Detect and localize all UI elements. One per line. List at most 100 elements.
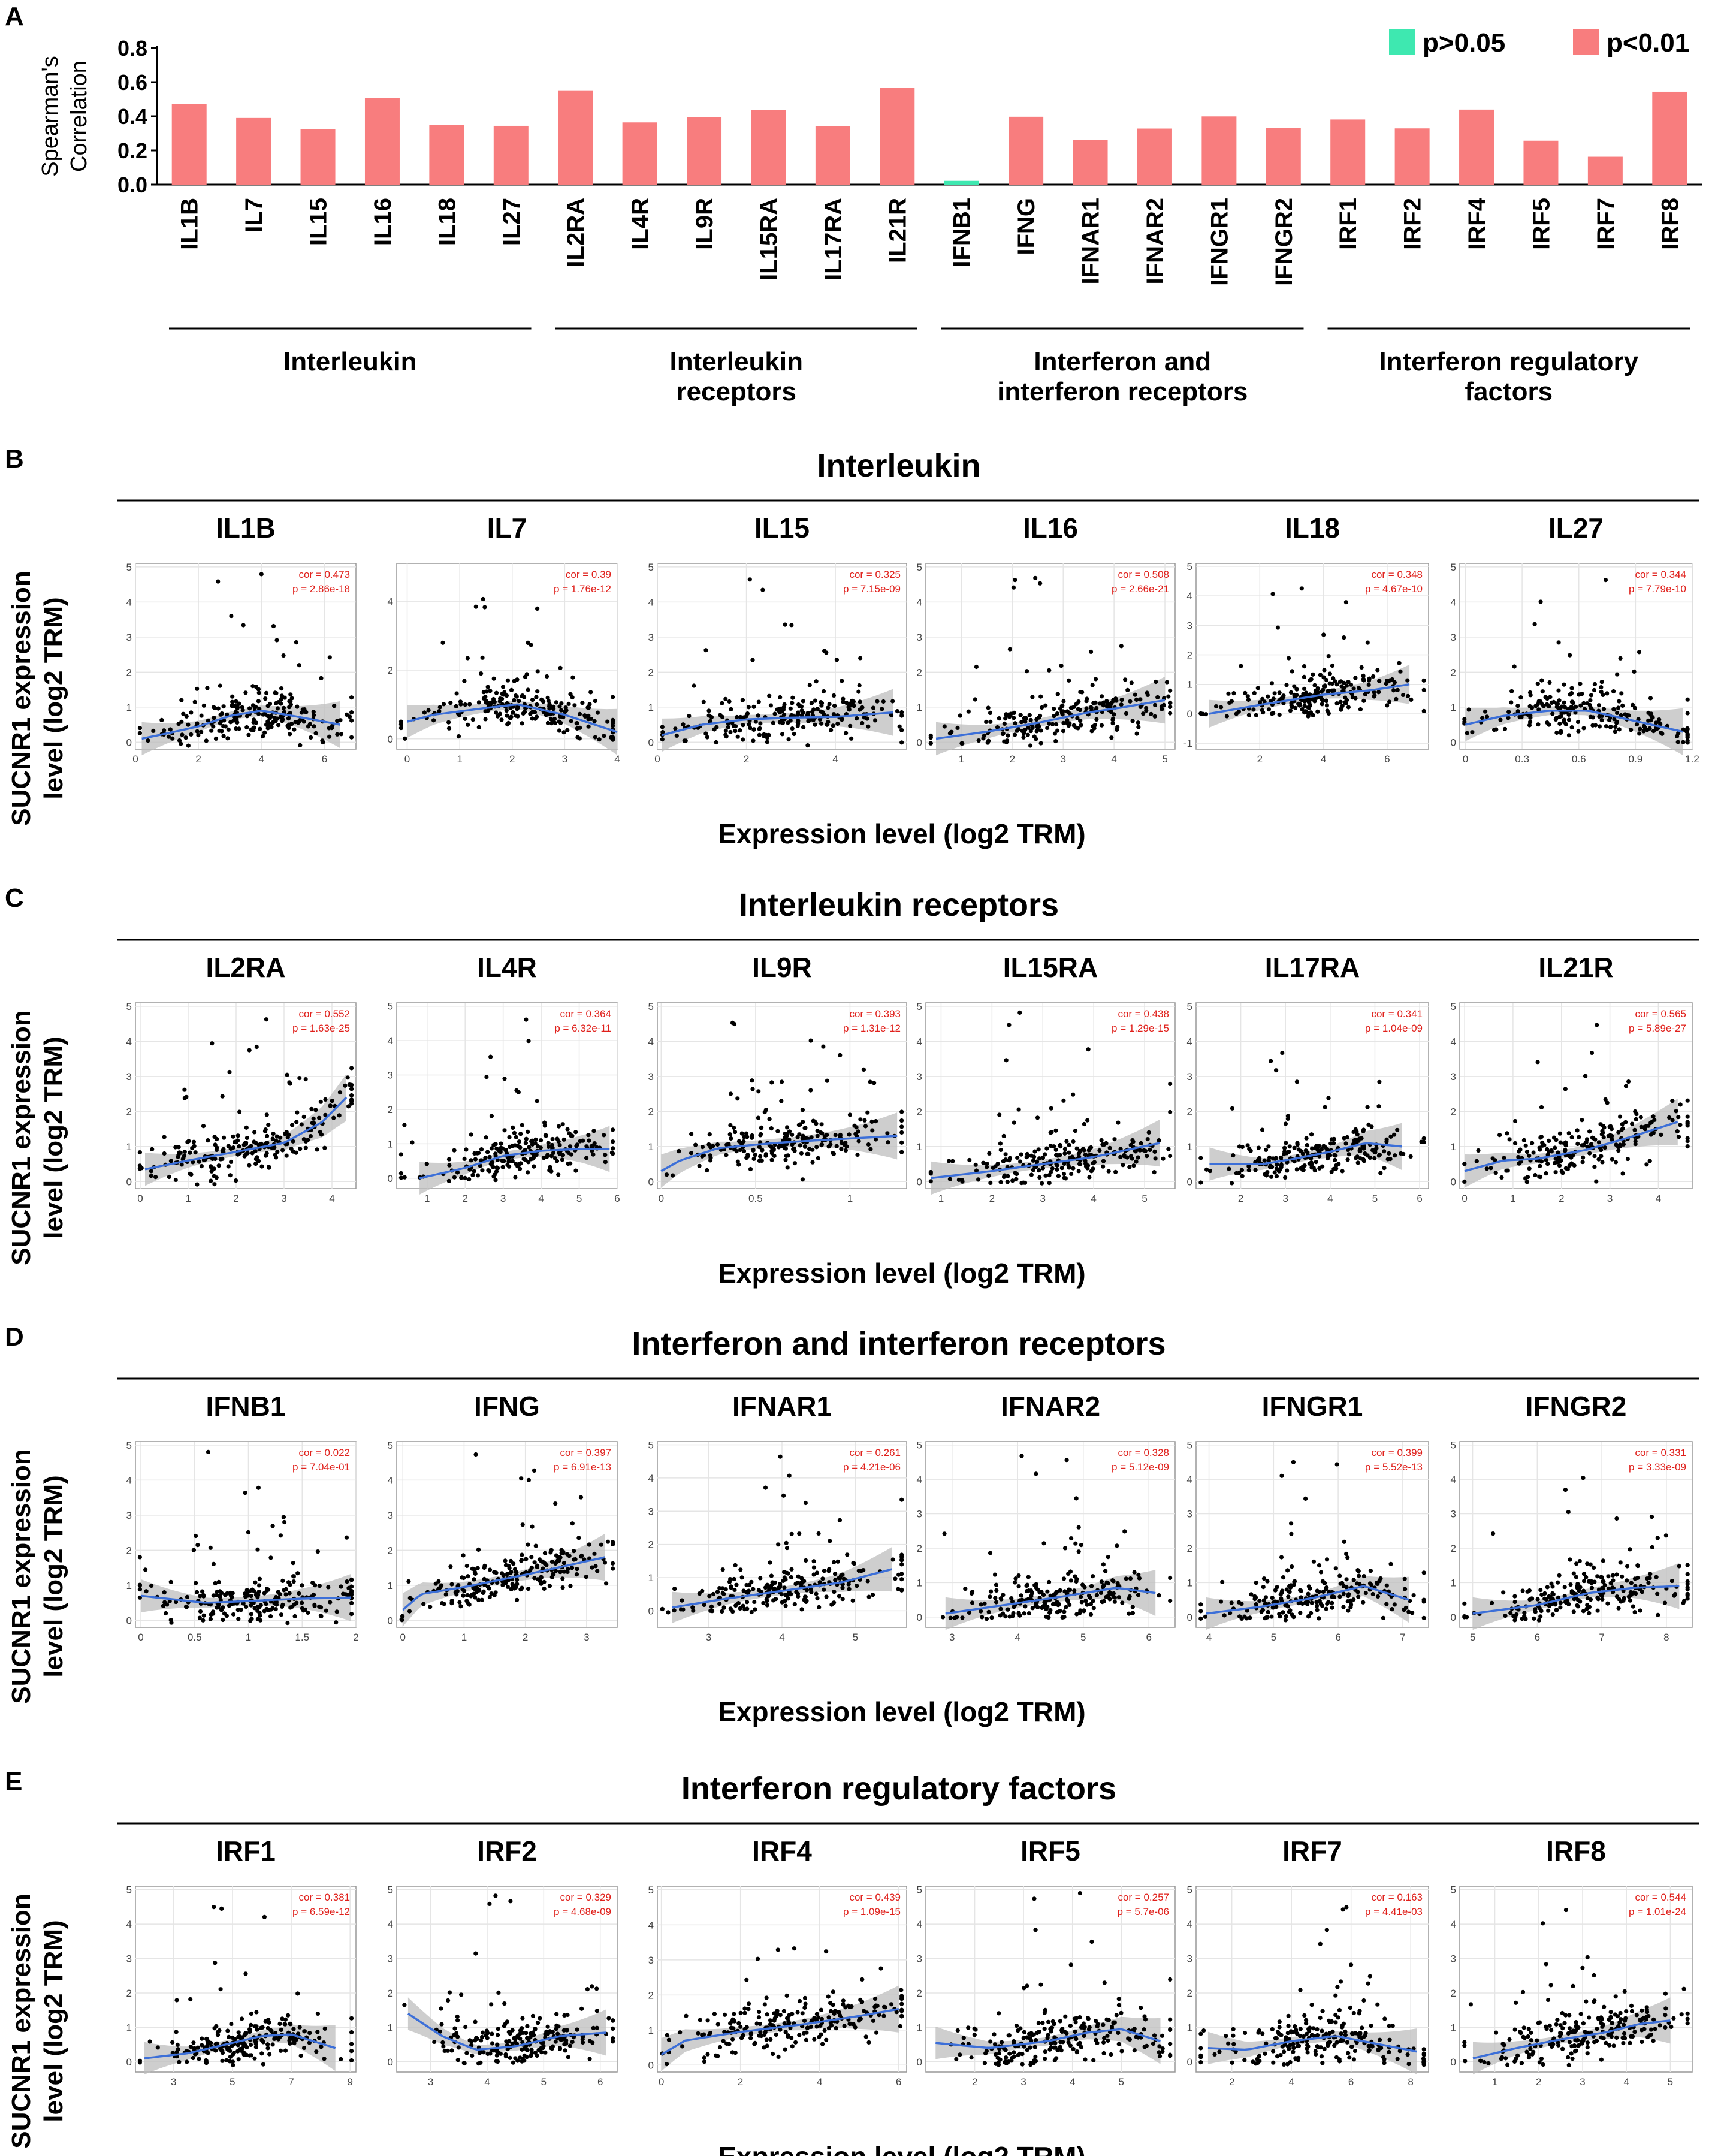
data-point [189,1172,194,1177]
data-point [1003,1152,1008,1157]
data-point [1532,1616,1536,1621]
x-tick-label: 3 [171,2076,176,2088]
data-point [297,1591,301,1596]
data-point [837,1518,842,1522]
data-point [1016,1573,1021,1578]
data-point [1128,1576,1133,1581]
data-point [1620,1171,1625,1176]
data-point [899,1572,904,1576]
data-point [1053,1147,1058,1152]
data-point [1569,686,1574,690]
y-tick-label: 2 [917,1543,922,1554]
data-point [515,1597,520,1602]
data-point [735,714,739,720]
bar-il16 [364,98,400,185]
data-point [253,2045,258,2049]
data-point [254,1044,259,1050]
data-point [1324,703,1329,708]
data-point [475,1566,480,1570]
data-point [1607,717,1612,723]
y-tick-label: 0 [917,1612,922,1623]
data-point [1578,703,1583,708]
data-point [815,1129,820,1133]
data-point [1580,1143,1584,1148]
data-point [267,724,271,729]
data-point [266,1123,271,1127]
data-point [235,1133,240,1138]
x-tick-label: 5 [230,2076,235,2088]
data-point [1401,692,1406,698]
data-point [746,705,751,710]
confidence-band [1465,1098,1678,1188]
data-point [1371,674,1376,679]
data-point [1025,1582,1029,1587]
data-point [188,1150,192,1155]
data-point [1315,686,1320,691]
data-point [538,1138,544,1143]
data-point [751,1587,756,1591]
y-tick-label: 5 [126,1001,132,1012]
data-point [548,717,554,722]
data-point [212,2026,217,2031]
data-point [1013,732,1017,737]
data-point [455,1588,460,1593]
data-point [1318,673,1323,677]
data-point [1625,1157,1630,1162]
data-point [1620,1122,1625,1127]
data-point [1613,729,1617,734]
data-point [1266,707,1271,712]
data-point [1323,1581,1327,1585]
data-point [838,1576,843,1581]
data-point [1094,717,1099,722]
x-tick-label: 5 [1271,1632,1276,1643]
confidence-band [145,1074,346,1186]
data-point [790,701,795,705]
data-point [1011,1611,1016,1616]
category-label: IL4R [627,198,654,250]
data-point [162,1135,167,1139]
data-point [1278,1614,1282,1619]
data-point [532,1560,537,1565]
data-point [1099,723,1104,728]
data-point [706,1142,711,1147]
data-point [265,1133,270,1138]
data-point [1283,1603,1288,1608]
data-point [1298,1611,1303,1615]
data-point [1154,679,1158,685]
data-point [1101,1599,1106,1603]
data-point [286,2013,291,2018]
data-point [1013,721,1017,726]
data-point [210,1041,215,1046]
data-point [1076,1525,1081,1530]
data-point [1303,709,1308,714]
data-point [1637,731,1642,736]
data-point [1365,640,1370,645]
data-point [727,699,732,704]
data-point [1101,700,1106,705]
data-point [1089,729,1094,734]
data-point [763,1152,768,1157]
data-point [515,1582,520,1587]
data-point [1361,698,1366,703]
data-point [278,1533,283,1538]
data-point [1355,1160,1360,1165]
data-point [1566,1131,1571,1136]
data-point [1626,1079,1631,1084]
data-point [310,1121,315,1126]
data-point [1252,1594,1257,1599]
data-point [168,727,173,732]
data-point [546,1141,551,1145]
data-point [1207,1169,1212,1174]
data-point [482,1563,487,1568]
data-point [1533,704,1538,708]
data-point [149,1583,154,1588]
data-point [1528,720,1533,725]
plot-title: IFNGR2 [1526,1391,1627,1422]
data-point [1260,1127,1265,1132]
data-point [1125,687,1130,692]
data-point [805,711,810,716]
data-point [509,687,514,692]
data-point [752,1599,757,1605]
y-tick-label: 1 [917,1577,922,1588]
plot-title: IFNG [474,1391,540,1422]
